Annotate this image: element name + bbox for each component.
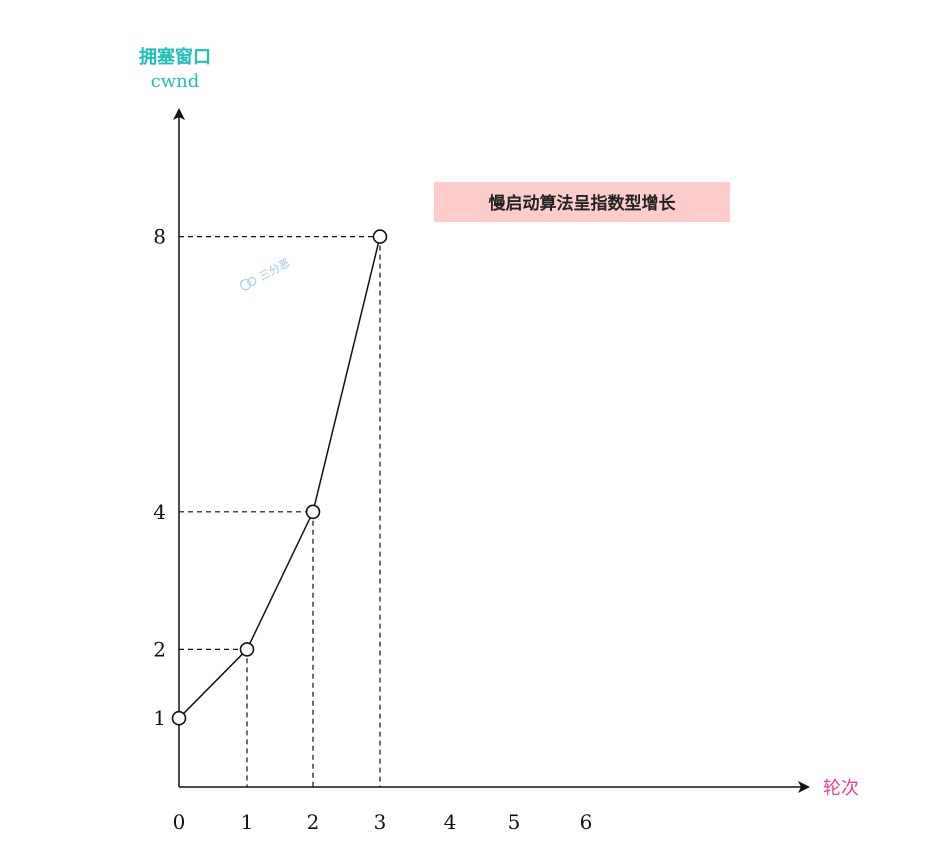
watermark-icon-inner bbox=[247, 276, 257, 286]
data-series bbox=[171, 229, 388, 726]
annotation-box bbox=[434, 182, 730, 222]
x-tick-label: 4 bbox=[444, 810, 457, 834]
x-tick-label: 5 bbox=[508, 810, 521, 834]
data-point bbox=[372, 229, 388, 244]
y-tick-label: 4 bbox=[153, 500, 166, 524]
x-tick-label: 2 bbox=[307, 810, 320, 834]
y-axis-subtitle: cwnd bbox=[151, 71, 200, 92]
x-axis-title: 轮次 bbox=[823, 778, 859, 799]
annotation-text: 慢启动算法呈指数型增长 bbox=[489, 193, 677, 214]
data-point bbox=[171, 710, 187, 726]
data-point bbox=[239, 642, 255, 657]
y-tick-labels: 1 2 4 8 bbox=[153, 225, 166, 731]
x-tick-label: 1 bbox=[241, 810, 254, 834]
x-tick-label: 0 bbox=[173, 810, 186, 834]
x-tick-label: 6 bbox=[580, 810, 593, 834]
y-axis-title: 拥塞窗口 bbox=[139, 46, 211, 68]
watermark-icon bbox=[240, 279, 252, 291]
x-tick-labels: 0 1 2 3 4 5 6 bbox=[173, 810, 593, 834]
data-point bbox=[305, 504, 321, 520]
series-line bbox=[178, 236, 381, 719]
y-tick-label: 2 bbox=[153, 637, 166, 661]
guide-lines bbox=[179, 236, 381, 787]
y-tick-label: 1 bbox=[153, 706, 166, 730]
watermark: 三分恶 bbox=[240, 256, 292, 291]
watermark-text: 三分恶 bbox=[257, 256, 292, 283]
y-tick-label: 8 bbox=[153, 225, 166, 249]
x-tick-label: 3 bbox=[374, 810, 387, 834]
